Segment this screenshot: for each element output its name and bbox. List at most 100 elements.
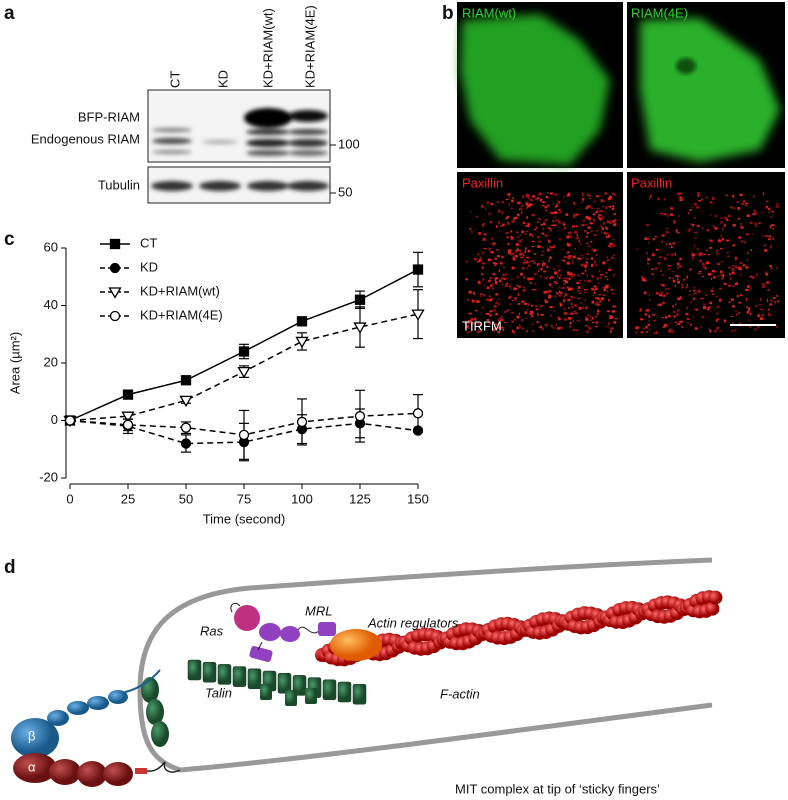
- paxillin-dot: [507, 243, 510, 246]
- paxillin-dot: [691, 256, 694, 260]
- paxillin-dot: [491, 287, 494, 290]
- paxillin-dot: [552, 220, 555, 222]
- paxillin-dot: [526, 216, 528, 219]
- integrin: [11, 669, 169, 787]
- paxillin-dot: [541, 254, 543, 257]
- paxillin-dot: [729, 273, 731, 276]
- paxillin-dot: [495, 293, 498, 296]
- paxillin-dot: [647, 258, 651, 261]
- paxillin-dot: [543, 291, 548, 294]
- paxillin-dot: [551, 327, 556, 329]
- paxillin-dot: [489, 250, 492, 254]
- paxillin-dot: [553, 202, 555, 206]
- paxillin-dot: [488, 295, 492, 298]
- paxillin-dot: [741, 202, 745, 206]
- paxillin-dot: [614, 218, 617, 221]
- paxillin-dot: [558, 317, 561, 321]
- paxillin-dot: [527, 223, 531, 226]
- paxillin-dot: [608, 322, 610, 325]
- paxillin-dot: [470, 211, 472, 213]
- paxillin-dot: [768, 238, 771, 241]
- paxillin-dot: [732, 244, 736, 247]
- paxillin-dot: [769, 303, 773, 306]
- paxillin-dot: [740, 240, 744, 243]
- paxillin-dot: [602, 222, 605, 225]
- paxillin-dot: [609, 197, 612, 200]
- paxillin-dot: [528, 203, 533, 207]
- paxillin-dot: [506, 221, 510, 225]
- paxillin-dot: [587, 205, 591, 207]
- paxillin-dot: [596, 195, 600, 198]
- paxillin-dot: [536, 198, 539, 201]
- paxillin-dot: [718, 298, 722, 302]
- paxillin-dot: [496, 293, 499, 296]
- y-tick-label: 20: [44, 354, 58, 369]
- paxillin-dot: [693, 289, 696, 292]
- paxillin-dot: [533, 253, 537, 255]
- paxillin-dot: [768, 235, 772, 238]
- paxillin-dot: [550, 314, 552, 317]
- paxillin-dot: [479, 294, 482, 297]
- paxillin-dot: [609, 206, 612, 208]
- paxillin-dot: [554, 226, 556, 229]
- paxillin-dot: [602, 199, 605, 203]
- paxillin-dot: [584, 280, 586, 282]
- paxillin-dot: [665, 243, 668, 246]
- paxillin-dot: [661, 316, 664, 319]
- paxillin-dot: [525, 247, 527, 251]
- paxillin-dot: [548, 257, 550, 260]
- paxillin-dot: [676, 323, 680, 325]
- paxillin-dot: [526, 193, 528, 196]
- paxillin-dot: [608, 299, 610, 302]
- paxillin-dot: [589, 246, 592, 248]
- paxillin-dot: [672, 242, 676, 245]
- paxillin-dot: [516, 275, 519, 279]
- paxillin-dot: [538, 306, 543, 308]
- paxillin-dot: [738, 267, 742, 271]
- paxillin-dot: [560, 273, 562, 277]
- paxillin-dot: [499, 317, 502, 320]
- paxillin-dot: [693, 203, 697, 206]
- paxillin-dot: [669, 213, 673, 216]
- paxillin-dot: [481, 306, 484, 309]
- paxillin-dot: [745, 202, 749, 205]
- marker: [180, 438, 192, 449]
- paxillin-dot: [567, 307, 570, 309]
- paxillin-dot: [521, 327, 523, 330]
- paxillin-dot: [522, 268, 525, 270]
- paxillin-dot: [675, 314, 679, 316]
- paxillin-dot: [521, 266, 525, 269]
- paxillin-dot: [727, 285, 732, 287]
- x-tick-label: 125: [349, 491, 371, 506]
- paxillin-dot: [697, 290, 700, 292]
- paxillin-dot: [472, 300, 475, 303]
- actin-regulators-label: Actin regulators: [367, 615, 459, 630]
- paxillin-dot: [670, 253, 674, 256]
- paxillin-dot: [677, 192, 680, 195]
- paxillin-dot: [521, 244, 523, 246]
- paxillin-dot: [483, 237, 485, 241]
- paxillin-dot: [536, 245, 541, 248]
- paxillin-dot: [551, 224, 555, 227]
- marker: [412, 408, 424, 419]
- paxillin-dot: [589, 315, 592, 318]
- paxillin-dot: [666, 227, 668, 230]
- paxillin-dot: [498, 298, 501, 300]
- paxillin-dot: [558, 294, 562, 297]
- paxillin-dot: [598, 299, 601, 301]
- paxillin-dot: [609, 195, 612, 198]
- membrane: [137, 557, 713, 773]
- paxillin-dot: [698, 273, 701, 275]
- paxillin-dot: [567, 287, 571, 291]
- paxillin-dot: [502, 328, 505, 332]
- paxillin-dot: [607, 234, 611, 237]
- paxillin-dot: [492, 262, 496, 265]
- paxillin-dot: [651, 273, 654, 275]
- paxillin-dot: [685, 312, 689, 316]
- paxillin-dot: [585, 325, 588, 327]
- paxillin-dot: [722, 274, 725, 277]
- paxillin-dot: [541, 264, 544, 267]
- x-tick-label: 75: [237, 491, 251, 506]
- paxillin-dot: [476, 322, 480, 325]
- paxillin-dot: [596, 277, 599, 281]
